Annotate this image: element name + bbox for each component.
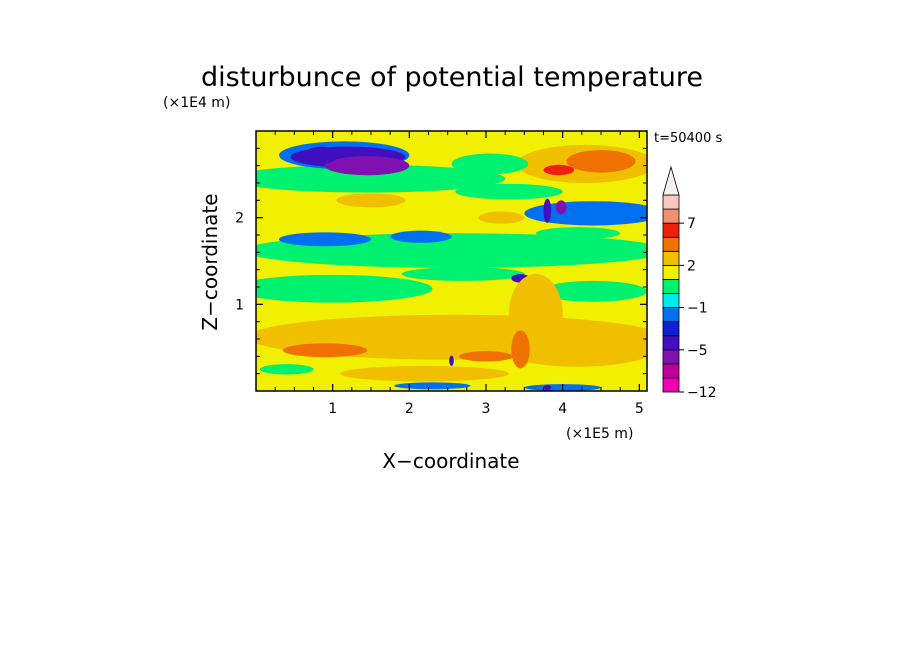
- contour-region-8: [279, 232, 371, 247]
- x-scale-note: (×1E5 m): [566, 426, 633, 442]
- contour-region-16: [325, 156, 410, 176]
- colorbar-label: 7: [687, 216, 696, 232]
- colorbar-swatch: [662, 279, 680, 294]
- contour-region-34: [543, 384, 552, 391]
- y-tick-label: 1: [235, 297, 244, 313]
- y-tick-label: 2: [235, 211, 244, 227]
- chart-title: disturbunce of potential temperature: [201, 62, 703, 93]
- colorbar-swatch: [662, 377, 680, 393]
- contour-region-13: [535, 227, 621, 240]
- contour-region-28: [459, 351, 513, 362]
- colorbar-swatch: [662, 208, 680, 224]
- colorbar-swatch: [662, 264, 680, 280]
- colorbar-label: −12: [687, 385, 717, 401]
- time-label: t=50400 s: [654, 131, 722, 146]
- contour-region-20: [543, 164, 575, 176]
- contour-region-24: [543, 198, 552, 223]
- contour-region-2: [282, 343, 368, 358]
- x-tick-label: 3: [482, 401, 491, 417]
- colorbar-extend-arrow: [662, 165, 680, 196]
- y-axis: 12: [235, 147, 647, 375]
- contour-region-32: [259, 364, 314, 375]
- colorbar-swatch: [662, 321, 680, 337]
- x-axis: 1 2 3 4 5: [274, 131, 644, 417]
- contour-features: [256, 141, 647, 391]
- colorbar-swatch: [662, 222, 680, 238]
- colorbar-swatch: [662, 236, 680, 252]
- y-axis-label: Z−coordinate: [198, 193, 222, 330]
- x-tick-label: 4: [558, 401, 567, 417]
- contour-region-7: [539, 280, 647, 302]
- x-tick-label: 5: [635, 401, 644, 417]
- contour-region-30: [394, 382, 471, 390]
- contour-region-21: [451, 153, 529, 175]
- contour-region-25: [555, 200, 567, 215]
- contour-region-11: [455, 183, 563, 200]
- contour-region-23: [478, 211, 525, 224]
- contour-region-19: [566, 150, 636, 173]
- contour-region-6: [401, 267, 525, 281]
- colorbar-swatch: [662, 307, 680, 323]
- colorbar-swatch: [662, 335, 680, 351]
- contour-region-5: [256, 274, 433, 303]
- contour-region-9: [390, 230, 452, 243]
- contour-region-17: [304, 146, 339, 164]
- plot-frame: [255, 130, 648, 392]
- contour-field: [256, 131, 647, 391]
- x-tick-label: 2: [405, 401, 414, 417]
- colorbar-label: −1: [687, 301, 708, 317]
- colorbar-swatch: [662, 293, 680, 308]
- colorbar-swatch: [662, 349, 680, 365]
- colorbar-swatch: [662, 194, 680, 210]
- contour-region-12: [524, 201, 647, 226]
- colorbar: −12−5−127: [662, 165, 717, 401]
- contour-region-3: [340, 365, 509, 382]
- y-scale-note: (×1E4 m): [163, 95, 230, 111]
- x-axis-label: X−coordinate: [382, 449, 519, 473]
- colorbar-label: −5: [687, 343, 708, 359]
- colorbar-swatch: [662, 250, 680, 266]
- x-tick-label: 1: [328, 401, 337, 417]
- colorbar-swatch: [662, 363, 680, 379]
- contour-region-33: [449, 355, 454, 366]
- contour-region-29: [511, 330, 530, 369]
- contour-region-10: [256, 164, 506, 193]
- contour-region-22: [336, 193, 406, 208]
- colorbar-label: 2: [687, 258, 696, 274]
